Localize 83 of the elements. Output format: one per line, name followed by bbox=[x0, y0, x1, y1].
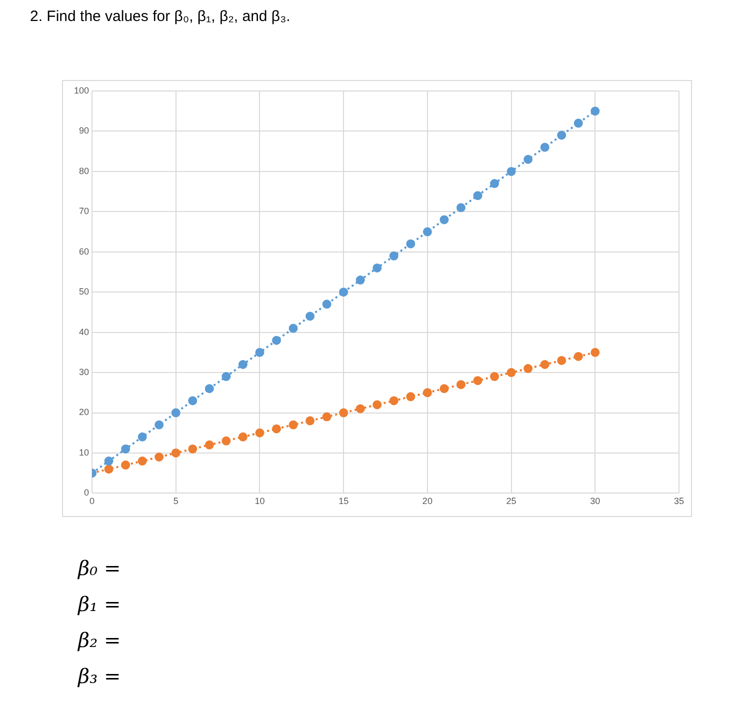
y-tick-label: 100 bbox=[74, 85, 90, 96]
y-tick-label: 80 bbox=[79, 166, 90, 176]
y-tick-label: 30 bbox=[79, 367, 90, 378]
point bbox=[524, 364, 533, 374]
point bbox=[322, 412, 332, 422]
point bbox=[389, 251, 398, 260]
point bbox=[204, 384, 214, 394]
point bbox=[238, 432, 248, 442]
y-tick-label: 0 bbox=[84, 488, 90, 498]
point bbox=[590, 106, 600, 116]
point bbox=[356, 404, 365, 414]
point bbox=[104, 456, 114, 466]
point bbox=[138, 456, 147, 466]
point bbox=[506, 166, 516, 176]
point bbox=[272, 336, 281, 345]
point bbox=[238, 360, 248, 369]
x-tick-label: 20 bbox=[422, 496, 432, 506]
point bbox=[188, 444, 198, 454]
x-tick-label: 30 bbox=[590, 496, 600, 506]
point bbox=[406, 239, 416, 248]
text: β₃ = bbox=[78, 663, 121, 690]
x-tick-label: 25 bbox=[506, 496, 516, 506]
point bbox=[473, 191, 482, 200]
point bbox=[306, 416, 315, 426]
point bbox=[288, 324, 298, 333]
y-tick-label: 60 bbox=[79, 246, 90, 256]
y-tick-label: 40 bbox=[79, 326, 90, 337]
y-tick-label: 50 bbox=[79, 286, 90, 297]
y-tick-label: 70 bbox=[79, 206, 90, 216]
point bbox=[188, 396, 198, 406]
point bbox=[540, 360, 550, 369]
point bbox=[171, 448, 180, 458]
point bbox=[524, 154, 533, 164]
y-tick-label: 10 bbox=[79, 447, 90, 458]
point bbox=[440, 384, 449, 394]
point bbox=[456, 380, 466, 390]
point bbox=[255, 348, 264, 357]
point bbox=[557, 130, 566, 140]
point bbox=[255, 428, 264, 438]
point bbox=[540, 142, 550, 152]
text: β₂ = bbox=[78, 627, 121, 654]
point bbox=[440, 215, 449, 224]
point bbox=[104, 464, 114, 474]
x-tick-label: 5 bbox=[173, 496, 178, 506]
text: β₁ = bbox=[78, 591, 121, 618]
point bbox=[372, 400, 382, 410]
point bbox=[222, 372, 231, 382]
point bbox=[356, 276, 365, 285]
text: β₀ = bbox=[78, 555, 121, 582]
point bbox=[590, 348, 600, 357]
point bbox=[154, 420, 164, 430]
point bbox=[490, 179, 500, 188]
point bbox=[121, 444, 130, 454]
point bbox=[574, 352, 583, 361]
point bbox=[473, 376, 482, 386]
point bbox=[222, 436, 231, 446]
point bbox=[422, 388, 432, 398]
point bbox=[154, 452, 164, 462]
point bbox=[372, 263, 382, 272]
x-tick-label: 10 bbox=[254, 496, 265, 506]
point bbox=[288, 420, 298, 430]
point bbox=[121, 460, 130, 470]
point bbox=[506, 368, 516, 378]
x-tick-label: 15 bbox=[338, 496, 349, 506]
point bbox=[490, 372, 500, 382]
point bbox=[389, 396, 398, 406]
point bbox=[138, 432, 147, 442]
y-tick-label: 20 bbox=[79, 407, 90, 418]
point bbox=[339, 408, 348, 418]
y-tick-label: 90 bbox=[79, 126, 90, 136]
x-tick-label: 35 bbox=[674, 496, 684, 506]
point bbox=[322, 300, 332, 309]
point bbox=[339, 288, 348, 297]
point bbox=[272, 424, 281, 434]
point bbox=[204, 440, 214, 450]
point bbox=[406, 392, 416, 402]
point bbox=[456, 203, 466, 212]
point bbox=[422, 227, 432, 236]
point bbox=[557, 356, 566, 365]
point bbox=[306, 312, 315, 321]
point bbox=[171, 408, 180, 418]
chart-title: 2. Find the values for β₀, β₁, β₂, and β₃. bbox=[30, 8, 290, 25]
point bbox=[574, 118, 583, 128]
